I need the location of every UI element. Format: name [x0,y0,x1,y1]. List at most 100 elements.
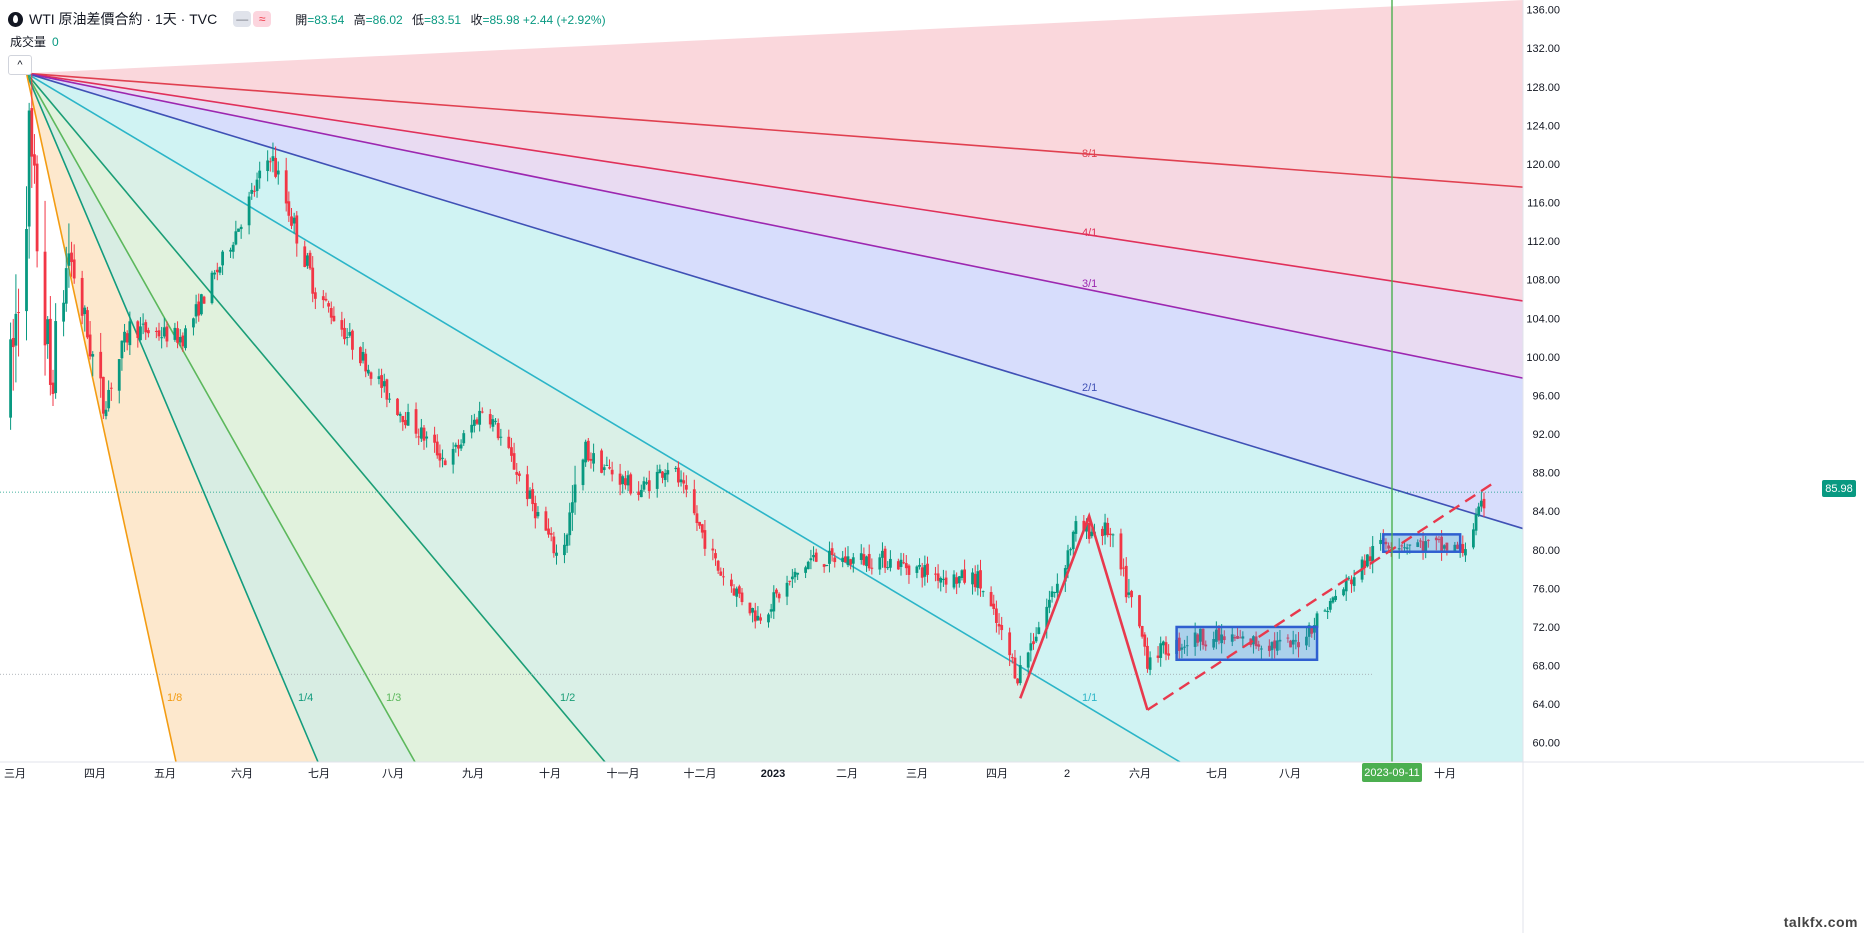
candle-body [849,559,853,565]
candle-body [1267,645,1271,651]
price-tick-label: 88.00 [1532,468,1560,480]
candle-body [1440,536,1443,551]
candle-body [287,201,291,216]
last-price-badge: 85.98 [1822,480,1856,497]
candle-body [72,259,76,279]
candle-body [274,157,277,177]
candle-body [1363,560,1367,569]
price-tick-label: 136.00 [1526,5,1560,17]
candle-body [661,471,664,478]
candle-body [1045,606,1049,629]
candle-body [533,503,537,519]
candle-body [1384,541,1388,545]
candle-body [979,570,982,589]
candle-body [292,217,296,224]
candle-body [989,591,993,607]
low-value: =83.51 [424,12,462,27]
volume-label: 成交量 [10,35,47,49]
candle-body [14,313,18,346]
candle-body [830,548,834,556]
candle-body [1313,625,1316,633]
candle-body [1434,537,1438,541]
candle-body [812,554,815,558]
candle-body [1252,636,1255,645]
candle-body [178,336,182,343]
candle-body [1026,652,1030,668]
candle-body [889,558,892,568]
candle-body [920,567,924,578]
candle-body [748,602,752,614]
price-tick-label: 112.00 [1527,236,1560,248]
candle-body [255,179,259,192]
candle-body [366,369,370,374]
price-tick-label: 108.00 [1526,275,1560,287]
candle-body [361,351,365,361]
candle-body [1379,539,1383,545]
price-tick-label: 68.00 [1532,661,1560,673]
candle-body [684,485,688,490]
candle-body [995,608,998,624]
candle-body [51,382,55,395]
price-tick-label: 92.00 [1532,429,1560,441]
time-tick-label: 2 [1064,768,1070,780]
candle-body [268,161,272,163]
candle-body [88,334,92,357]
candle-body [308,252,312,269]
fan-ray-3-1 [26,72,1524,379]
candle-body [382,381,386,387]
candle-body [1180,647,1184,650]
fan-ray-4-1 [26,72,1524,302]
candle-body [1071,531,1075,550]
candle-body [1066,550,1070,570]
candle-body [157,330,161,337]
candle-body [692,489,696,514]
approx-badge-icon[interactable]: ≈ [253,11,272,27]
candle-body [589,458,593,461]
candle-body [1241,636,1245,639]
candle-body [457,445,460,449]
candle-body [499,436,503,438]
candle-body [398,413,402,416]
candle-body [380,375,383,388]
candle-body [1334,595,1337,601]
candle-body [25,228,28,312]
candle-body [732,588,736,596]
price-tick-label: 84.00 [1532,506,1560,518]
candle-body [1122,567,1125,569]
candle-body [735,588,739,597]
candle-body [1101,528,1104,537]
candle-body [433,434,436,443]
candle-body [385,379,389,400]
candle-body [584,441,588,463]
candle-body [666,470,670,475]
candle-body [1328,601,1332,610]
candle-body [1055,583,1059,593]
candle-body [1037,627,1041,634]
candle-body [571,502,574,513]
candle-body [907,565,911,575]
candle-body [772,592,776,612]
candle-body [306,255,309,266]
candle-body [1130,590,1133,598]
collapse-legend-button[interactable]: ^ [8,55,32,75]
candle-body [1350,579,1353,585]
candle-body [494,420,497,422]
candle-body [404,419,407,426]
candle-body [952,574,956,588]
price-tick-label: 64.00 [1532,699,1560,711]
symbol-title[interactable]: WTI 原油差價合約 · 1天 · TVC [8,9,217,29]
candle-body [221,251,224,266]
candle-body [788,580,792,582]
candle-body [960,570,964,578]
candle-body [555,552,558,556]
candle-body [714,553,717,559]
candle-body [592,453,595,464]
candle-body [1008,632,1012,656]
candle-body [1143,634,1147,647]
candle-body [573,484,577,503]
minus-badge-icon[interactable]: — [233,11,252,27]
candle-body [1220,634,1224,644]
candle-body [266,160,270,172]
candle-body [17,312,20,314]
